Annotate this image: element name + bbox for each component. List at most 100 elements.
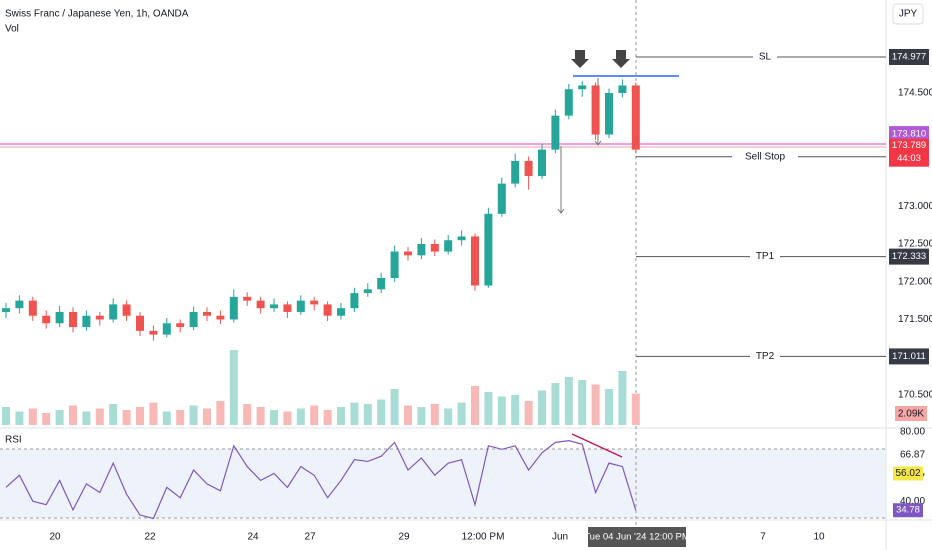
- level-label-bg: [732, 149, 798, 164]
- crosshair-box: [588, 527, 686, 547]
- time-tick: 7: [760, 532, 766, 543]
- candle-body: [28, 300, 37, 316]
- volume-bar: [296, 408, 305, 425]
- volume-bar: [350, 402, 359, 425]
- candle-body: [243, 296, 252, 301]
- candle-body: [471, 236, 479, 286]
- rsi-title: RSI: [5, 435, 22, 446]
- volume-bar: [564, 377, 573, 425]
- candle-body: [538, 149, 546, 177]
- candle-body: [69, 311, 77, 328]
- candle-body: [270, 304, 278, 309]
- rsi-tick: 80.00: [900, 427, 925, 438]
- candle-body: [296, 300, 305, 312]
- volume-bar: [15, 411, 24, 425]
- candle-body: [149, 330, 158, 335]
- volume-bar: [42, 413, 51, 425]
- volume-bar: [457, 402, 466, 425]
- rsi-tick: 40.00: [900, 496, 925, 507]
- candle-body: [337, 308, 345, 316]
- currency[interactable]: JPY: [899, 9, 918, 20]
- candle-body: [95, 315, 104, 320]
- volume-bar: [484, 392, 493, 425]
- arrow-marker: [612, 50, 630, 68]
- volume-bar: [283, 411, 292, 425]
- candle-body: [283, 304, 292, 312]
- volume-bar: [28, 408, 37, 425]
- time-tick: 12:00 PM: [462, 532, 505, 543]
- candle-body: [511, 160, 520, 184]
- volume-bar: [323, 410, 332, 425]
- candle-body: [55, 311, 64, 324]
- rsi-ma-box: [893, 466, 923, 481]
- volume-bar: [162, 411, 171, 425]
- candle-body: [578, 85, 587, 90]
- volume-bar: [471, 386, 479, 425]
- volume-label: Vol: [5, 24, 19, 35]
- candle-body: [310, 300, 319, 305]
- candle-body: [203, 311, 211, 316]
- candle-body: [497, 183, 506, 214]
- current-price-box: [889, 138, 929, 167]
- volume-bar: [417, 407, 426, 425]
- candle-body: [15, 300, 24, 309]
- level-name: TP2: [756, 351, 775, 362]
- price-tick: 171.500: [898, 314, 932, 325]
- candle-body: [189, 311, 198, 328]
- candle-body: [484, 213, 493, 286]
- level-name: TP1: [756, 251, 775, 262]
- candle-body: [524, 160, 533, 177]
- divergence-line: [571, 433, 623, 458]
- volume-last: 2.09K: [898, 409, 924, 420]
- time-tick: 27: [304, 532, 316, 543]
- rsi-line: [5, 440, 637, 520]
- volume-bar: [95, 408, 104, 425]
- candle-body: [618, 85, 627, 93]
- level-price: 171.011: [892, 351, 926, 362]
- volume-bar: [591, 384, 600, 425]
- volume-bar: [136, 407, 144, 425]
- candle-body: [363, 289, 372, 294]
- volume-bar: [430, 404, 439, 425]
- alert-box: [889, 126, 929, 143]
- candle-body: [2, 308, 10, 312]
- volume-bar: [631, 393, 640, 425]
- volume-bar: [69, 405, 77, 425]
- currency-button[interactable]: [892, 3, 924, 25]
- rsi-ma: 56.02: [895, 468, 920, 479]
- level-label-bg: [750, 249, 780, 264]
- candle-body: [564, 89, 573, 116]
- level-label-bg: [753, 49, 777, 64]
- candle-body: [605, 93, 613, 135]
- price-tick: 172.500: [898, 239, 932, 250]
- rsi-tick: 66.87: [900, 449, 925, 460]
- time-tick: Jun: [552, 532, 568, 543]
- volume-bar: [176, 410, 185, 425]
- volume-bar: [82, 411, 91, 425]
- candle-body: [417, 244, 426, 256]
- candle-body: [256, 300, 265, 309]
- volume-bar: [216, 401, 225, 425]
- candle-body: [176, 323, 185, 328]
- candle-body: [390, 251, 399, 278]
- volume-bar: [149, 402, 158, 425]
- volume-bar: [538, 390, 546, 425]
- candle-body: [551, 115, 560, 150]
- price-tick: 174.500: [898, 88, 932, 99]
- time-tick: 29: [398, 532, 410, 543]
- level-price: 174.977: [892, 52, 926, 63]
- level-label-bg: [750, 349, 780, 364]
- volume-bar: [310, 405, 319, 425]
- volume-bar: [578, 380, 587, 425]
- volume-bar: [444, 408, 453, 425]
- volume-bar: [109, 404, 118, 425]
- time-tick: 24: [247, 532, 259, 543]
- candle-body: [591, 85, 600, 135]
- volume-bar: [511, 395, 520, 425]
- time-tick: 20: [49, 532, 61, 543]
- level-name: Sell Stop: [745, 151, 785, 162]
- rsi-last-box: [893, 503, 923, 518]
- volume-bar: [2, 407, 10, 425]
- volume-bar: [243, 404, 252, 425]
- current-price: 173.789: [892, 140, 926, 151]
